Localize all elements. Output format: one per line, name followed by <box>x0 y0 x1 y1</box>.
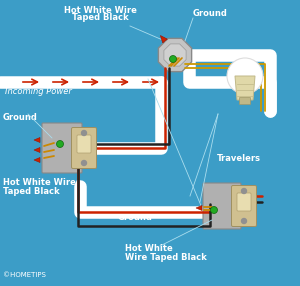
Circle shape <box>169 55 176 63</box>
FancyBboxPatch shape <box>237 193 251 211</box>
Text: ©HOMETIPS: ©HOMETIPS <box>3 272 46 278</box>
Polygon shape <box>34 158 40 162</box>
Text: Ground: Ground <box>118 213 153 222</box>
FancyBboxPatch shape <box>71 128 97 168</box>
Text: Hot White: Hot White <box>125 244 173 253</box>
Text: Taped Black: Taped Black <box>3 187 60 196</box>
Polygon shape <box>34 148 40 152</box>
FancyBboxPatch shape <box>232 186 256 227</box>
Text: Taped Black: Taped Black <box>72 13 128 22</box>
FancyBboxPatch shape <box>239 98 250 104</box>
Polygon shape <box>160 35 167 43</box>
Circle shape <box>82 130 86 136</box>
FancyBboxPatch shape <box>42 123 82 173</box>
Polygon shape <box>158 38 192 72</box>
Circle shape <box>56 140 64 148</box>
Text: Incoming Power: Incoming Power <box>5 87 72 96</box>
Circle shape <box>211 206 218 214</box>
Circle shape <box>82 160 86 166</box>
Circle shape <box>242 219 247 223</box>
Text: Ground: Ground <box>3 113 38 122</box>
Text: Hot White Wires: Hot White Wires <box>3 178 81 187</box>
Text: Wire Taped Black: Wire Taped Black <box>125 253 207 262</box>
Text: Ground: Ground <box>193 9 228 18</box>
FancyBboxPatch shape <box>203 183 241 229</box>
Polygon shape <box>34 138 40 142</box>
Circle shape <box>242 188 247 194</box>
Text: Travelers: Travelers <box>217 154 261 163</box>
Polygon shape <box>196 206 202 210</box>
FancyBboxPatch shape <box>77 135 91 153</box>
Text: Hot White Wire: Hot White Wire <box>64 6 136 15</box>
Polygon shape <box>164 44 186 66</box>
Polygon shape <box>235 76 255 100</box>
Circle shape <box>227 58 263 94</box>
